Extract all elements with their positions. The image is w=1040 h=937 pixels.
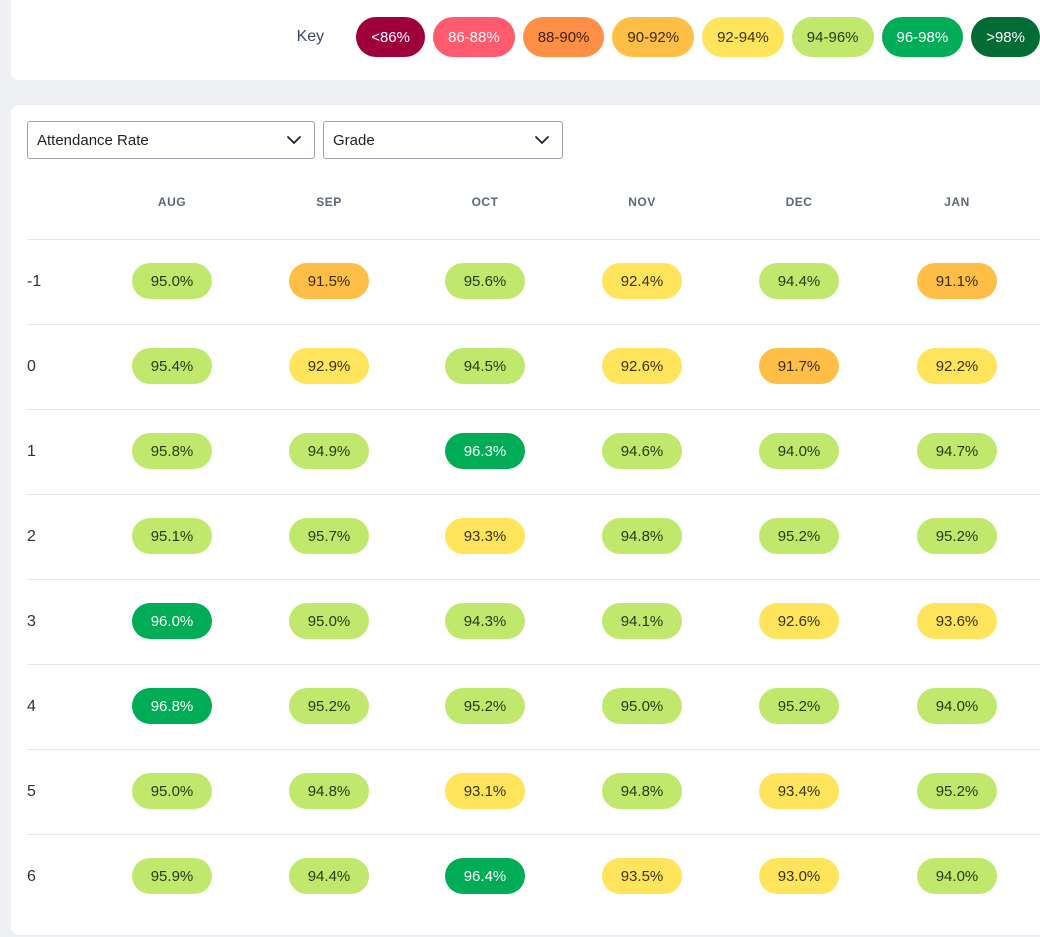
key-panel: Key <86% 86-88% 88-90% 90-92% 92-94% 94-96% 96… (11, 0, 1040, 80)
group-by-select-value: Grade (333, 131, 375, 149)
attendance-value-pill: 95.6% (445, 263, 525, 299)
attendance-value-pill: 93.1% (445, 773, 525, 809)
attendance-value-pill: 93.5% (602, 858, 682, 894)
attendance-value-pill: 95.4% (132, 348, 212, 384)
attendance-value-pill: 95.1% (132, 518, 212, 554)
table-row: -1 95.0% 91.5% 95.6% 92.4% 94.4% 91.1% (27, 239, 1040, 324)
attendance-value-pill: 94.4% (759, 263, 839, 299)
table-row: 5 95.0% 94.8% 93.1% 94.8% 93.4% 95.2% (27, 749, 1040, 834)
key-pill: 88-90% (522, 17, 605, 57)
grade-label: 3 (27, 613, 36, 630)
attendance-value-pill: 91.1% (917, 263, 997, 299)
grade-label: 0 (27, 358, 36, 375)
attendance-value-pill: 94.0% (759, 433, 839, 469)
attendance-value-pill: 92.2% (917, 348, 997, 384)
attendance-value-pill: 95.2% (759, 518, 839, 554)
attendance-value-pill: 95.2% (759, 688, 839, 724)
grade-label: 4 (27, 698, 36, 715)
table-row: 6 95.9% 94.4% 96.4% 93.5% 93.0% 94.0% (27, 834, 1040, 919)
month-header: JAN (944, 195, 970, 209)
attendance-value-pill: 95.0% (132, 263, 212, 299)
attendance-value-pill: 94.8% (289, 773, 369, 809)
attendance-value-pill: 94.3% (445, 603, 525, 639)
chevron-down-icon (535, 136, 549, 144)
attendance-value-pill: 95.9% (132, 858, 212, 894)
attendance-value-pill: 95.2% (445, 688, 525, 724)
attendance-value-pill: 94.6% (602, 433, 682, 469)
attendance-value-pill: 91.5% (289, 263, 369, 299)
month-header: NOV (628, 195, 656, 209)
attendance-value-pill: 94.8% (602, 773, 682, 809)
attendance-value-pill: 92.4% (602, 263, 682, 299)
table-row: 4 96.8% 95.2% 95.2% 95.0% 95.2% 94.0% (27, 664, 1040, 749)
attendance-value-pill: 95.2% (917, 518, 997, 554)
attendance-value-pill: 94.8% (602, 518, 682, 554)
grade-label: 1 (27, 443, 36, 460)
attendance-value-pill: 96.8% (132, 688, 212, 724)
attendance-value-pill: 93.6% (917, 603, 997, 639)
attendance-value-pill: 94.4% (289, 858, 369, 894)
attendance-value-pill: 95.7% (289, 518, 369, 554)
attendance-value-pill: 96.0% (132, 603, 212, 639)
metric-select[interactable]: Attendance Rate (27, 121, 315, 159)
month-header: OCT (471, 195, 499, 209)
table-row: 1 95.8% 94.9% 96.3% 94.6% 94.0% 94.7% (27, 409, 1040, 494)
group-by-select[interactable]: Grade (323, 121, 563, 159)
table-header: AUG SEP OCT NOV DEC JAN (27, 195, 1040, 219)
month-header: AUG (157, 195, 187, 209)
metric-select-value: Attendance Rate (37, 131, 149, 149)
key-label: Key (296, 28, 325, 45)
key-pill: 96-98% (881, 17, 964, 57)
attendance-value-pill: 94.0% (917, 688, 997, 724)
key-pill: 90-92% (612, 17, 695, 57)
grade-label: 6 (27, 868, 36, 885)
attendance-value-pill: 92.9% (289, 348, 369, 384)
attendance-value-pill: 94.7% (917, 433, 997, 469)
attendance-value-pill: 93.0% (759, 858, 839, 894)
attendance-value-pill: 95.8% (132, 433, 212, 469)
attendance-value-pill: 95.2% (917, 773, 997, 809)
grade-label: 5 (27, 783, 36, 800)
attendance-value-pill: 94.1% (602, 603, 682, 639)
key-pill: 92-94% (702, 17, 784, 57)
key-pill: <86% (356, 17, 425, 57)
table-row: 3 96.0% 95.0% 94.3% 94.1% 92.6% 93.6% (27, 579, 1040, 664)
grade-label: -1 (27, 273, 42, 290)
attendance-panel: Attendance Rate Grade AUG SEP OCT NOV DEC JAN… (11, 105, 1040, 935)
attendance-value-pill: 91.7% (759, 348, 839, 384)
attendance-value-pill: 95.0% (602, 688, 682, 724)
attendance-value-pill: 93.3% (445, 518, 525, 554)
key-pill: 86-88% (432, 17, 515, 57)
attendance-value-pill: 94.5% (445, 348, 525, 384)
attendance-value-pill: 93.4% (759, 773, 839, 809)
table-row: 2 95.1% 95.7% 93.3% 94.8% 95.2% 95.2% (27, 494, 1040, 579)
attendance-value-pill: 94.9% (289, 433, 369, 469)
grade-label: 2 (27, 528, 36, 545)
key-pill: >98% (971, 17, 1040, 57)
attendance-value-pill: 95.2% (289, 688, 369, 724)
attendance-value-pill: 96.4% (445, 858, 525, 894)
attendance-value-pill: 96.3% (445, 433, 525, 469)
attendance-value-pill: 92.6% (759, 603, 839, 639)
attendance-value-pill: 95.0% (132, 773, 212, 809)
month-header: SEP (316, 195, 342, 209)
key-pill: 94-96% (791, 17, 874, 57)
attendance-value-pill: 95.0% (289, 603, 369, 639)
attendance-value-pill: 92.6% (602, 348, 682, 384)
attendance-value-pill: 94.0% (917, 858, 997, 894)
chevron-down-icon (287, 136, 301, 144)
month-header: DEC (785, 195, 813, 209)
color-key: Key <86% 86-88% 88-90% 90-92% 92-94% 94-96% 96… (11, 17, 1040, 57)
table-row: 0 95.4% 92.9% 94.5% 92.6% 91.7% 92.2% (27, 324, 1040, 409)
